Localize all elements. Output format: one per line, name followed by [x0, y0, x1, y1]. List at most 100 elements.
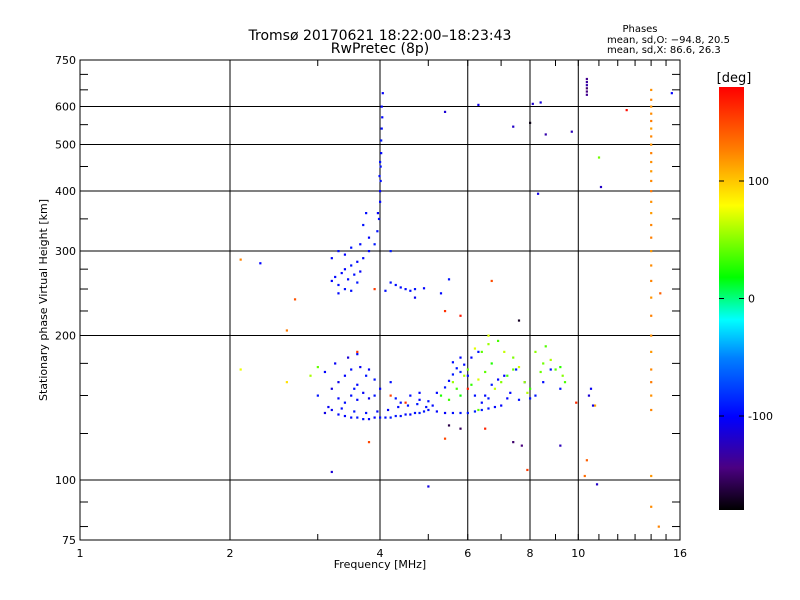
data-point [515, 368, 518, 371]
y-tick-label: 200 [55, 330, 76, 343]
y-tick-label: 400 [55, 185, 76, 198]
data-point [539, 101, 542, 104]
data-point [650, 264, 653, 267]
y-tick-label: 600 [55, 101, 76, 114]
data-point [362, 257, 365, 260]
data-point [359, 270, 362, 273]
data-point [459, 411, 462, 415]
data-point [350, 368, 353, 371]
data-point [529, 397, 532, 400]
data-point [599, 185, 603, 189]
data-point [350, 264, 353, 267]
data-point [451, 373, 455, 376]
data-point [376, 212, 380, 215]
data-point [470, 383, 473, 386]
data-point [337, 413, 340, 416]
y-tick-labels: 75 100 200 300 400 500 600 750 [55, 54, 76, 547]
data-point [356, 383, 359, 386]
data-point [386, 408, 390, 412]
data-point [506, 397, 509, 400]
data-point [362, 418, 365, 421]
data-point [670, 92, 673, 95]
axis-ticks [79, 60, 681, 540]
data-point [459, 427, 462, 430]
data-point [376, 230, 379, 233]
data-point [443, 110, 447, 113]
data-point [259, 262, 262, 265]
data-point [353, 387, 356, 390]
data-point [362, 391, 365, 394]
data-point [413, 411, 417, 415]
data-point [346, 356, 350, 359]
data-point [466, 411, 469, 415]
data-point [337, 381, 340, 384]
data-point [447, 398, 451, 401]
data-point [416, 403, 419, 406]
data-point [330, 387, 333, 390]
data-point [389, 281, 392, 284]
data-point [477, 350, 480, 353]
data-point [473, 394, 477, 397]
data-point [575, 401, 578, 404]
phase-info-x: mean, sd,X: 86.6, 26.3 [607, 45, 721, 56]
data-point [650, 88, 653, 92]
data-point [561, 374, 564, 377]
data-point [650, 350, 653, 353]
data-point [343, 288, 347, 291]
x-tick-label: 8 [527, 547, 534, 560]
data-point [399, 286, 402, 289]
data-point [512, 368, 515, 371]
data-point [459, 356, 462, 359]
data-point [323, 411, 327, 415]
data-point [427, 408, 430, 412]
data-point [439, 292, 443, 295]
data-point [544, 345, 547, 348]
data-point [443, 411, 447, 415]
data-point [455, 367, 458, 370]
data-point [493, 405, 497, 409]
data-point [373, 288, 376, 291]
data-point [447, 424, 451, 427]
data-point [650, 143, 653, 146]
data-point [409, 289, 412, 292]
data-point [650, 334, 653, 337]
data-point [650, 505, 653, 508]
data-point [451, 411, 455, 415]
data-point [365, 411, 368, 415]
data-point [447, 379, 451, 382]
data-point [367, 397, 371, 400]
data-point [381, 116, 384, 119]
data-point [512, 125, 515, 128]
data-point [365, 374, 368, 377]
data-point [466, 387, 469, 390]
data-point [337, 292, 340, 295]
data-point [418, 391, 421, 394]
grid-lines [80, 60, 680, 540]
data-point [463, 363, 466, 366]
x-tick-label: 4 [377, 547, 384, 560]
data-point [559, 444, 562, 447]
data-point [379, 416, 382, 419]
data-point [406, 404, 410, 407]
data-point [330, 408, 333, 412]
data-point [285, 329, 288, 332]
data-point [350, 394, 353, 397]
data-point [470, 356, 473, 359]
data-point [443, 437, 447, 440]
colorbar: [deg] 100 0 -100 [717, 71, 773, 510]
data-point [394, 414, 397, 418]
data-point [650, 127, 653, 130]
data-point [343, 401, 347, 404]
data-point [413, 288, 417, 291]
data-point [373, 416, 376, 419]
data-point [512, 441, 515, 444]
data-point [404, 288, 407, 291]
data-point [503, 350, 506, 353]
data-point [330, 279, 333, 283]
data-point [477, 408, 480, 412]
data-point [404, 401, 407, 404]
data-point [650, 212, 653, 215]
data-point [591, 404, 595, 407]
data-point [650, 236, 653, 239]
